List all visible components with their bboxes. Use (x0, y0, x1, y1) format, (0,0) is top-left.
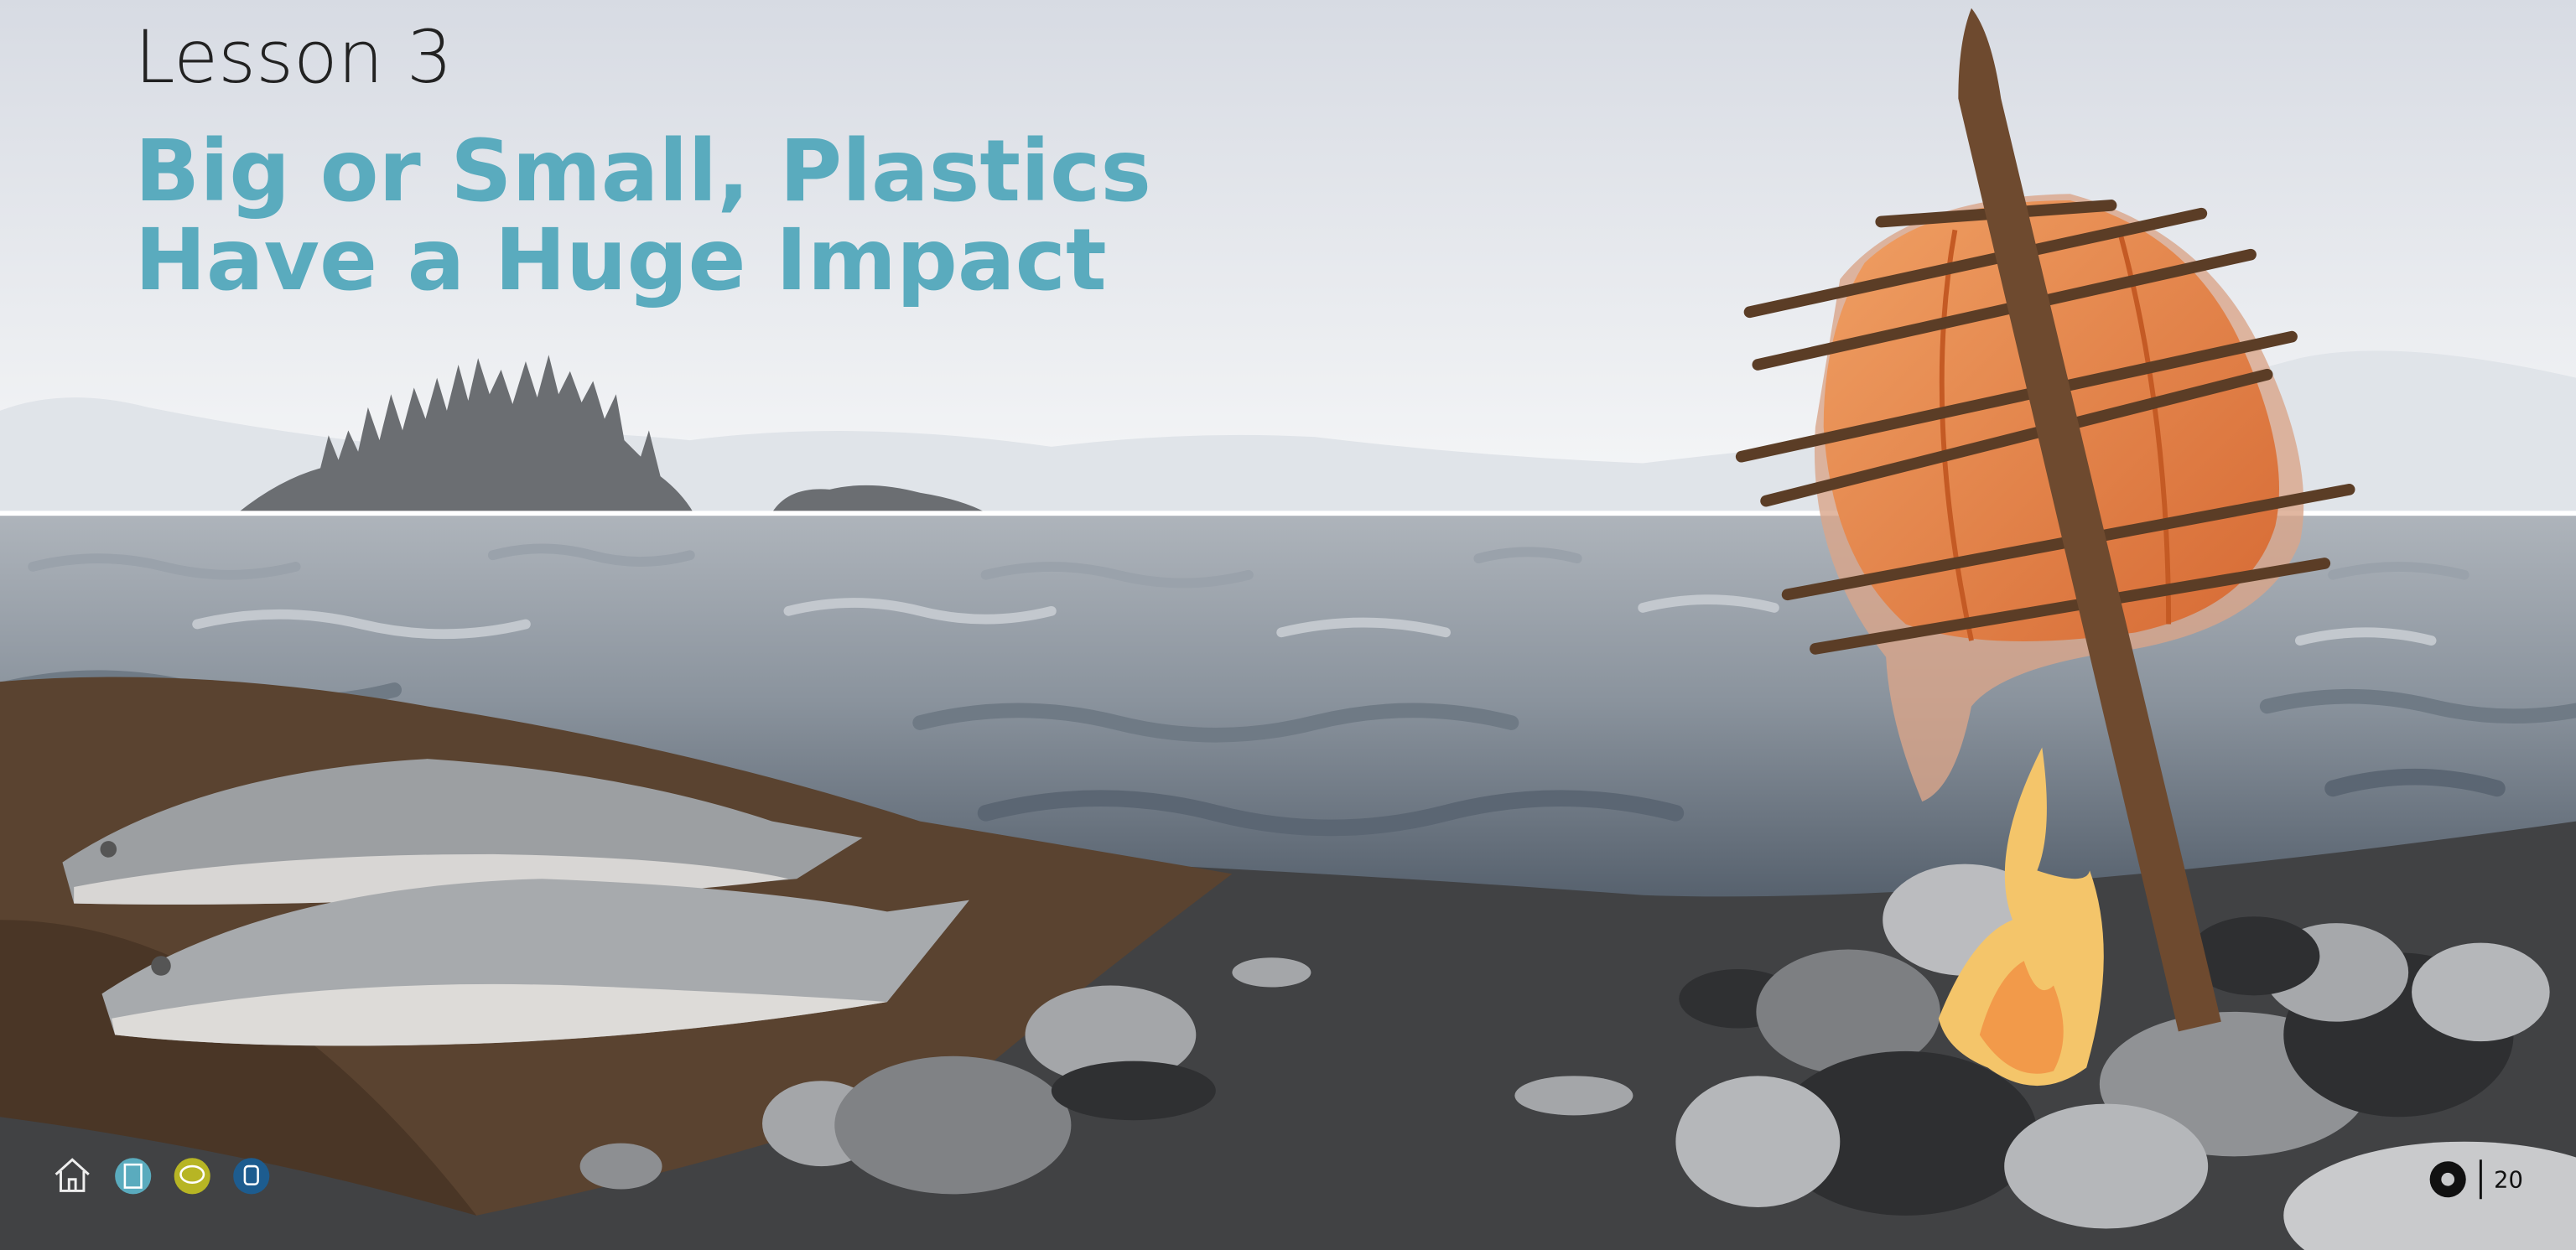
page-number: 20 (2494, 1168, 2523, 1194)
checklist-button[interactable] (115, 1158, 152, 1195)
logo (2429, 1159, 2482, 1200)
stake (1958, 8, 2221, 1032)
discuss-button[interactable] (174, 1158, 210, 1195)
islet (771, 485, 986, 513)
fire (1938, 747, 2104, 1087)
horizon (0, 511, 2576, 516)
fish (62, 759, 969, 1046)
title-line: Have a Huge Impact (135, 210, 1107, 310)
island (238, 355, 693, 513)
sticks (1735, 200, 2355, 655)
lesson-label: Lesson 3 (135, 16, 453, 100)
home-button[interactable] (55, 1158, 90, 1192)
title-line: Big or Small, Plastics (135, 122, 1151, 221)
action-button[interactable] (233, 1158, 270, 1195)
rocks (579, 864, 2576, 1250)
